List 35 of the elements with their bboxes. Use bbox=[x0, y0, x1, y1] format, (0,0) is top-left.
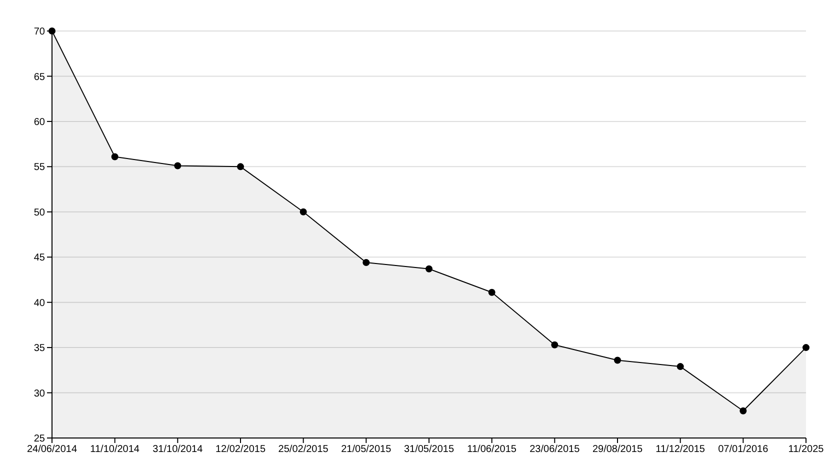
point bbox=[362, 259, 370, 266]
x-tick-label: 12/02/2015 bbox=[215, 444, 266, 456]
y-tick-label: 25 bbox=[34, 434, 46, 445]
x-tick-label: 31/10/2014 bbox=[152, 444, 204, 456]
x-tick-label: 11/10/2014 bbox=[90, 444, 140, 456]
y-tick-label: 65 bbox=[34, 72, 46, 83]
x-tick-label: 11/12/2015 bbox=[656, 444, 706, 456]
y-tick-label: 30 bbox=[34, 388, 46, 400]
point bbox=[551, 341, 558, 348]
y-tick-label: 70 bbox=[34, 26, 46, 38]
x-tick-label: 25/02/2015 bbox=[278, 444, 329, 456]
x-tick-label: 11/2025 bbox=[788, 444, 824, 456]
point bbox=[614, 356, 621, 364]
y-tick-label: 55 bbox=[34, 162, 46, 174]
x-tick-label: 23/06/2015 bbox=[530, 444, 580, 456]
x-tick-label: 24/06/2014 bbox=[26, 444, 78, 456]
x-tick-label: 31/05/2015 bbox=[404, 444, 454, 456]
y-tick-label: 35 bbox=[34, 343, 46, 354]
y-tick-label: 40 bbox=[34, 298, 46, 309]
y-tick-label: 50 bbox=[34, 207, 46, 218]
y-tick-label: 45 bbox=[34, 252, 46, 264]
point bbox=[300, 208, 307, 216]
point bbox=[174, 162, 182, 170]
x-tick-label: 07/01/2016 bbox=[718, 444, 769, 456]
point bbox=[740, 407, 747, 414]
point bbox=[676, 363, 684, 370]
point bbox=[802, 344, 810, 352]
point bbox=[426, 265, 432, 272]
point bbox=[111, 153, 118, 160]
point bbox=[488, 288, 496, 296]
x-tick-label: 11/06/2015 bbox=[467, 444, 517, 456]
x-tick-label: 29/08/2015 bbox=[592, 444, 643, 456]
y-tick-label: 60 bbox=[34, 116, 46, 128]
x-tick-label: 21/05/2015 bbox=[341, 444, 392, 456]
point bbox=[237, 163, 244, 170]
